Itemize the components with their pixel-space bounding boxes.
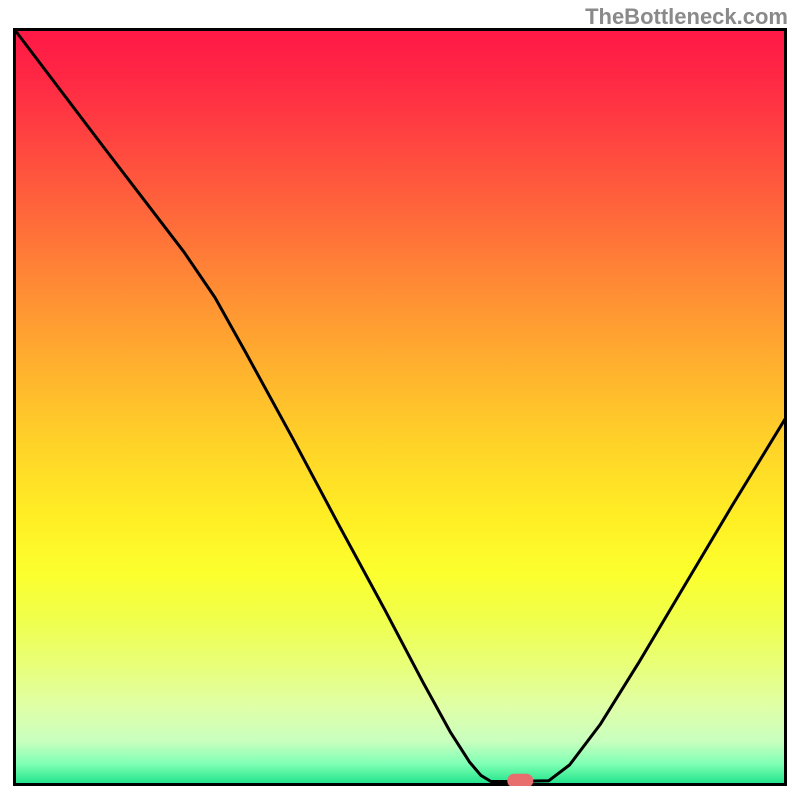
plot-area <box>13 28 787 786</box>
chart-container: TheBottleneck.com <box>0 0 800 800</box>
watermark-text: TheBottleneck.com <box>585 4 788 30</box>
marker-pill <box>507 774 533 786</box>
chart-svg <box>13 28 787 786</box>
gradient-bg <box>16 31 784 783</box>
